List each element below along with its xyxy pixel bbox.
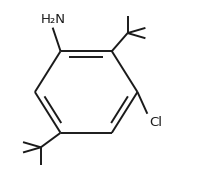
Text: H₂N: H₂N (41, 13, 66, 26)
Text: Cl: Cl (149, 116, 162, 129)
